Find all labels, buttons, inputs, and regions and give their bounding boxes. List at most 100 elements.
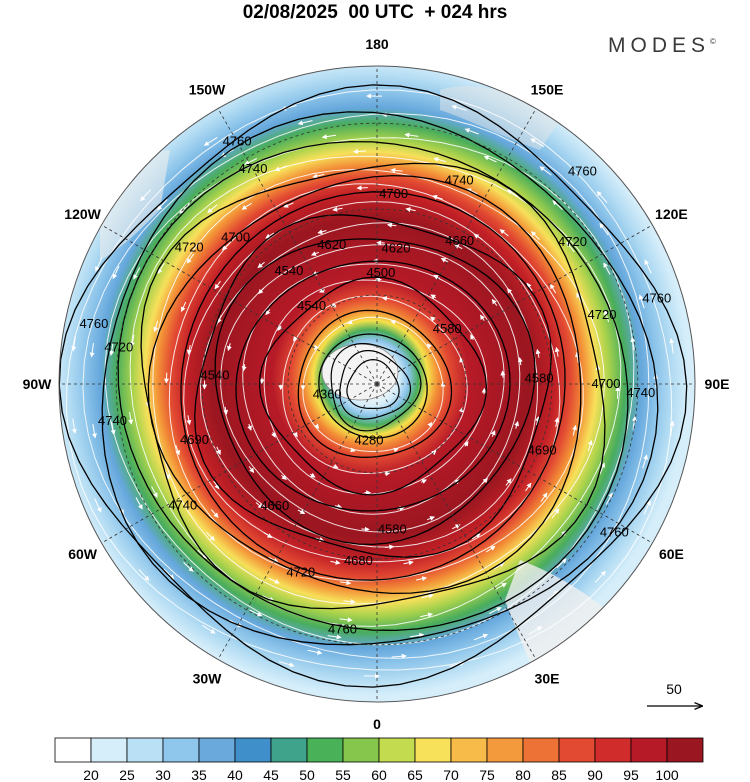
colorbar-swatch [306, 737, 344, 763]
wind-arrow [110, 421, 116, 436]
copyright-mark: © [710, 37, 716, 46]
wind-arrow [500, 370, 506, 378]
parallel-line [201, 208, 553, 560]
wind-arrow [179, 203, 190, 214]
wind-arrow [340, 580, 352, 586]
wind-arrow [339, 617, 353, 623]
wind-arrow [223, 406, 229, 415]
meridian-line [376, 383, 537, 660]
wind-arrow [547, 590, 560, 601]
wind-arrow [265, 309, 271, 316]
wind-arrow [451, 104, 467, 111]
wind-arrow [440, 258, 449, 263]
longitude-label: 30W [193, 670, 223, 686]
wind-arrow [630, 336, 636, 351]
colorbar-label: 70 [443, 767, 459, 782]
brand-name: MODES [608, 34, 711, 57]
wind-arrow [352, 148, 367, 154]
wind-arrow [241, 202, 252, 210]
contour-4500 [258, 276, 488, 496]
wind-arrow [485, 545, 496, 553]
wind-arrow [71, 336, 77, 352]
streamline [263, 279, 488, 495]
wind-arrow [207, 204, 218, 214]
wind-arrow [644, 259, 652, 274]
inner-contour [346, 358, 400, 410]
wind-arrow [333, 463, 339, 469]
contour-4660 [194, 214, 552, 558]
wind-arrow [157, 199, 168, 211]
wind-arrow [381, 296, 388, 302]
colorbar-swatch [54, 737, 92, 763]
wind-arrow [535, 348, 541, 358]
contour-label: 4690 [528, 443, 557, 458]
wind-arrow [310, 251, 319, 256]
wind-arrow [175, 444, 181, 456]
contour-label: 4580 [433, 321, 462, 336]
contour-label: 4720 [558, 234, 587, 249]
contour-label: 4700 [221, 230, 250, 245]
wind-arrow [599, 462, 606, 475]
colorbar-swatch [198, 737, 236, 763]
wind-arrow [517, 357, 523, 366]
contour-label: 4760 [223, 134, 252, 149]
contour-label: 4760 [568, 163, 597, 178]
contour-label: 4760 [79, 316, 108, 331]
colorbar-label: 65 [407, 767, 423, 782]
wind-arrow [596, 190, 608, 204]
wind-arrow [390, 319, 396, 325]
wind-arrow [391, 653, 407, 659]
meridian-line [101, 224, 378, 385]
wind-arrow [133, 267, 141, 280]
contour-label: 4720 [588, 307, 617, 322]
wind-arrow [244, 158, 258, 165]
wind-arrow [404, 132, 419, 138]
wind-arrow [471, 533, 481, 540]
wind-arrow [221, 242, 231, 251]
wind-arrow [430, 316, 436, 322]
inner-contour [339, 350, 412, 420]
wind-arrow [263, 531, 273, 539]
contour-label: 4680 [344, 553, 373, 568]
colorbar-label: 60 [371, 767, 387, 782]
longitude-label: 120E [655, 206, 688, 222]
colorbar-swatch [486, 737, 524, 763]
wind-arrow [638, 294, 645, 309]
contour-label: 4500 [366, 265, 395, 280]
colorbar-label: 30 [155, 767, 171, 782]
contour-label: 4540 [201, 368, 230, 383]
colorbar-swatch [342, 737, 380, 763]
wind-arrow [186, 253, 195, 264]
map-boundary [58, 65, 696, 703]
wind-arrow [214, 280, 221, 290]
colorbar-swatch [630, 737, 668, 763]
wind-arrow [491, 298, 498, 306]
wind-arrow [186, 415, 192, 426]
wind-arrow [605, 492, 613, 505]
wind-arrow [327, 634, 342, 640]
wind-arrow [552, 200, 563, 210]
contour-label: 4280 [355, 433, 384, 448]
contour-label: 4580 [525, 370, 554, 385]
wind-arrow [163, 568, 175, 580]
wind-arrow [415, 576, 428, 582]
wind-arrow [274, 165, 288, 172]
streamline [183, 201, 561, 563]
wind-arrow [470, 334, 475, 341]
wind-arrow [164, 372, 169, 384]
wind-arrow [566, 241, 575, 253]
colorbar: 20 25 30 35 40 45 50 55 60 65 70 75 80 85 90 95 100 [54, 737, 704, 782]
streamline [168, 183, 584, 582]
wind-arrow [403, 560, 414, 566]
wind-arrow [330, 559, 341, 565]
wind-arrow [554, 346, 560, 357]
wind-arrow [554, 417, 560, 428]
wind-arrow [321, 134, 336, 140]
wind-arrow [268, 556, 279, 563]
wind-arrow [405, 207, 416, 213]
colorbar-swatch [378, 737, 416, 763]
colorbar-swatch [270, 737, 308, 763]
meridian-line [376, 383, 653, 544]
wind-arrow [201, 624, 216, 634]
contour-label: 4760 [642, 291, 671, 306]
